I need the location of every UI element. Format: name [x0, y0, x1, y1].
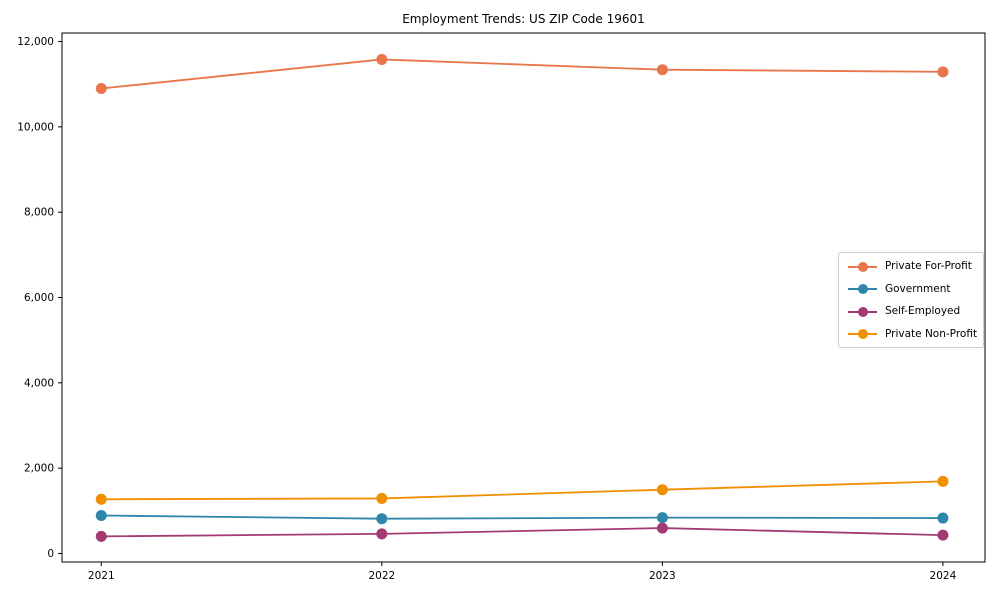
legend-label: Government [885, 282, 951, 295]
data-point-government [376, 513, 388, 525]
legend-dot-icon [857, 284, 868, 295]
series-line-private-for-profit [101, 58, 943, 90]
y-tick-label: 8,000 [24, 207, 54, 219]
data-point-private-non-profit [937, 475, 949, 487]
data-point-self-employed [937, 529, 949, 541]
legend-dot-icon [857, 329, 868, 340]
legend-line-marker-icon [848, 306, 877, 317]
legend-dot-icon [857, 306, 868, 317]
legend-line-marker-icon [848, 284, 877, 295]
data-point-private-for-profit [656, 64, 668, 76]
data-point-private-for-profit [95, 82, 107, 94]
y-tick-label: 2,000 [24, 463, 54, 475]
y-tick-label: 0 [47, 548, 54, 560]
legend-label: Private Non-Profit [885, 327, 978, 340]
data-point-self-employed [376, 528, 388, 540]
data-point-private-for-profit [937, 66, 949, 78]
data-point-private-for-profit [376, 53, 388, 65]
chart-title: Employment Trends: US ZIP Code 19601 [402, 12, 645, 26]
legend-label: Private For-Profit [885, 260, 972, 272]
legend-line-marker-icon [848, 261, 877, 272]
x-tick-label: 2022 [368, 570, 395, 582]
series-line-self-employed [101, 527, 943, 538]
data-point-private-non-profit [376, 492, 388, 504]
data-point-government [95, 509, 107, 521]
legend-item-government: Government [848, 283, 974, 296]
y-tick-label: 12,000 [17, 36, 54, 48]
series-line-private-non-profit [101, 480, 943, 501]
data-point-self-employed [95, 530, 107, 542]
x-tick-label: 2023 [649, 570, 676, 582]
y-tick-label: 10,000 [17, 121, 54, 133]
y-tick-label: 4,000 [24, 377, 54, 389]
legend-item-private-non-profit: Private Non-Profit [848, 327, 978, 341]
x-tick-label: 2021 [88, 570, 115, 582]
legend-line-marker-icon [848, 329, 877, 340]
legend-item-self-employed: Self-Employed [848, 305, 974, 318]
legend: Private For-Profit Government Self-Employe… [838, 252, 984, 348]
legend-item-private-for-profit: Private For-Profit [848, 260, 974, 273]
legend-dot-icon [857, 261, 868, 272]
x-tick-label: 2024 [930, 570, 957, 582]
data-point-private-non-profit [95, 493, 107, 505]
data-point-government [937, 512, 949, 524]
series-line-government [101, 514, 943, 520]
data-point-self-employed [656, 522, 668, 534]
data-point-private-non-profit [656, 484, 668, 496]
y-tick-label: 6,000 [24, 292, 54, 304]
data-point-government [656, 512, 668, 524]
legend-label: Self-Employed [885, 305, 961, 318]
